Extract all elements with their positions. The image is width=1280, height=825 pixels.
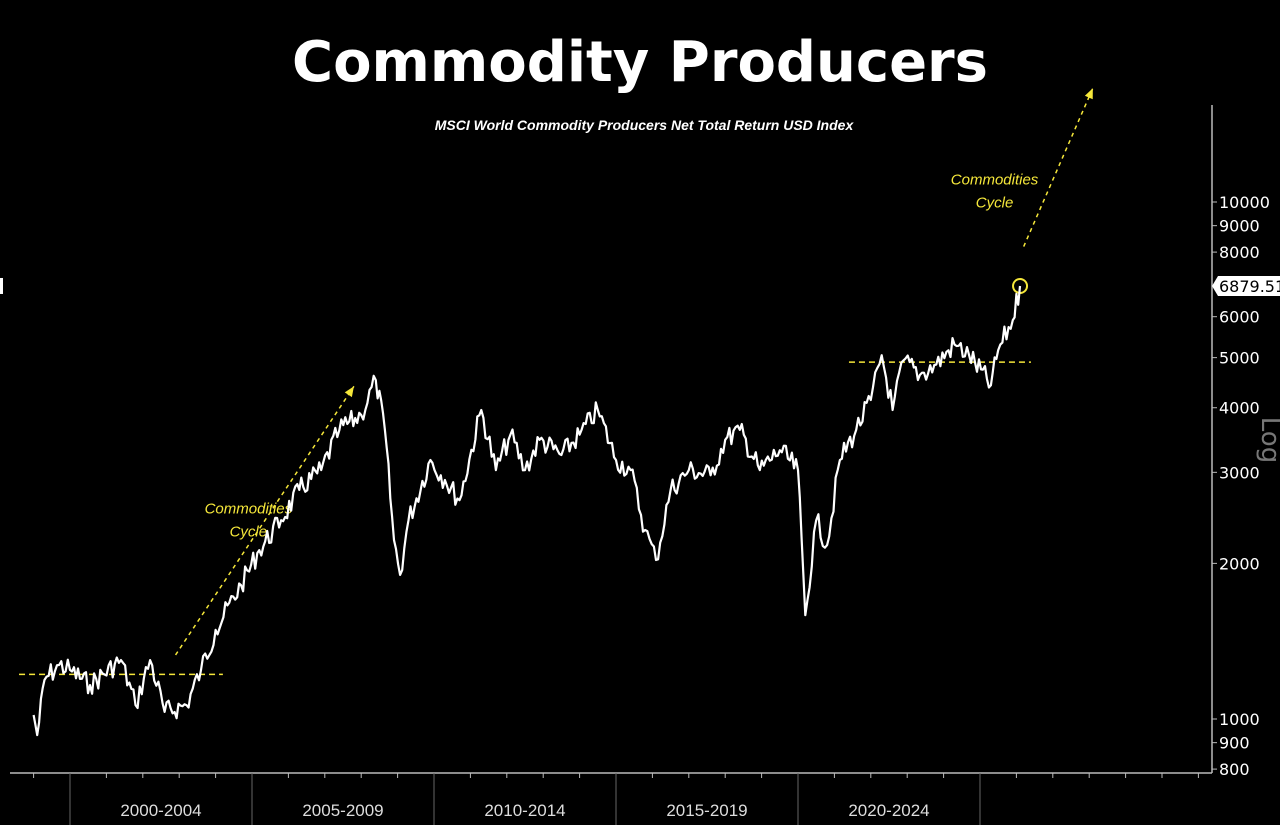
page-title: Commodity Producers <box>291 30 988 95</box>
log-scale-label: Log <box>1255 417 1280 463</box>
y-tick-label: 8000 <box>1219 243 1260 262</box>
chart-subtitle: MSCI World Commodity Producers Net Total… <box>435 117 855 133</box>
arrow-head-icon <box>344 386 354 398</box>
y-tick-label: 6000 <box>1219 308 1260 327</box>
y-tick-label: 900 <box>1219 734 1250 753</box>
annotation-label: Cycle <box>230 523 268 540</box>
trend-arrow <box>174 385 355 656</box>
left-value-marker <box>0 277 3 294</box>
y-tick-label: 5000 <box>1219 349 1260 368</box>
annotation-label: Commodities <box>951 172 1039 189</box>
last-value-tag <box>1212 275 1280 296</box>
trend-arrow <box>1022 87 1094 247</box>
y-tick-label: 800 <box>1219 760 1250 779</box>
y-tick-label: 4000 <box>1219 399 1260 418</box>
x-tick-label: 2000-2004 <box>120 801 201 820</box>
y-tick-label: 1000 <box>1219 710 1260 729</box>
annotation-label: Commodities <box>205 500 293 517</box>
x-tick-label: 2010-2014 <box>484 801 565 820</box>
y-tick-label: 2000 <box>1219 554 1260 573</box>
last-value-label: 6879.51 <box>1219 277 1280 296</box>
arrow-head-icon <box>1084 88 1093 100</box>
x-tick-label: 2005-2009 <box>302 801 383 820</box>
x-tick-label: 2020-2024 <box>848 801 929 820</box>
y-tick-label: 9000 <box>1219 217 1260 236</box>
annotation-label: Cycle <box>976 195 1014 212</box>
series-line <box>32 285 1022 737</box>
y-tick-label: 10000 <box>1219 193 1270 212</box>
y-tick-label: 3000 <box>1219 463 1260 482</box>
x-tick-label: 2015-2019 <box>666 801 747 820</box>
